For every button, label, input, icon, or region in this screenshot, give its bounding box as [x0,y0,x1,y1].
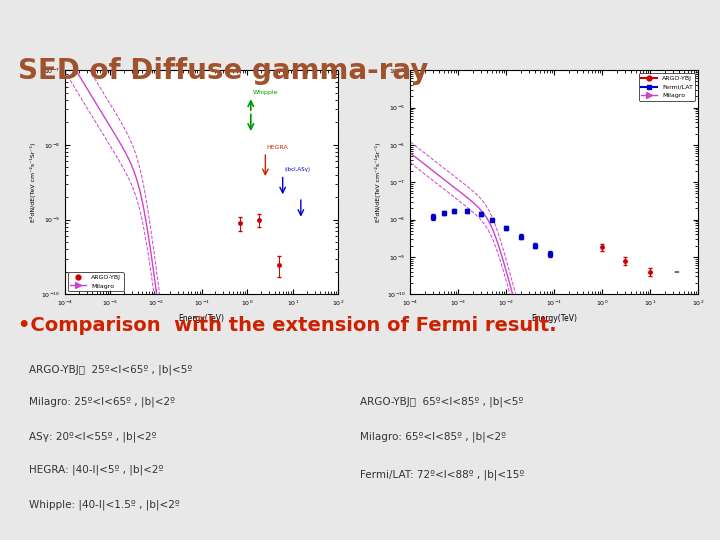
Text: Fermi/LAT: 72º<l<88º , |b|<15º: Fermi/LAT: 72º<l<88º , |b|<15º [360,470,524,480]
Legend: ARGO-YBJ, Fermi/LAT, Milagro: ARGO-YBJ, Fermi/LAT, Milagro [639,73,696,100]
Text: Whipple: Whipple [253,90,279,95]
Y-axis label: E²dN/dE(TeV cm⁻²s⁻¹Sr⁻¹): E²dN/dE(TeV cm⁻²s⁻¹Sr⁻¹) [30,143,35,222]
Text: SED of Diffuse gamma-ray: SED of Diffuse gamma-ray [18,57,428,85]
Text: HEGRA: |40-l|<5º , |b|<2º: HEGRA: |40-l|<5º , |b|<2º [29,464,163,475]
X-axis label: Energy(TeV): Energy(TeV) [531,314,577,323]
Text: Milagro: 25º<l<65º , |b|<2º: Milagro: 25º<l<65º , |b|<2º [29,397,175,407]
Text: ASγ: 20º<l<55º , |b|<2º: ASγ: 20º<l<55º , |b|<2º [29,432,156,442]
Text: HEGRA: HEGRA [267,145,289,150]
Y-axis label: E²dN/dE(TeV cm⁻²s⁻¹Sr⁻¹): E²dN/dE(TeV cm⁻²s⁻¹Sr⁻¹) [375,143,381,222]
Text: ARGO-YBJ：  65º<l<85º , |b|<5º: ARGO-YBJ： 65º<l<85º , |b|<5º [360,397,523,407]
Text: ARGO-YBJ：  25º<l<65º , |b|<5º: ARGO-YBJ： 25º<l<65º , |b|<5º [29,364,192,375]
Text: =: = [673,269,679,275]
Text: Whipple: |40-l|<1.5º , |b|<2º: Whipple: |40-l|<1.5º , |b|<2º [29,500,179,510]
Legend: ARGO-YBJ, Milagro: ARGO-YBJ, Milagro [68,272,124,291]
Text: •Comparison  with the extension of Fermi result.: •Comparison with the extension of Fermi … [18,316,557,335]
Text: Milagro: 65º<l<85º , |b|<2º: Milagro: 65º<l<85º , |b|<2º [360,432,506,442]
X-axis label: Energy(TeV): Energy(TeV) [179,314,225,323]
Text: (lbcl.ASγ): (lbcl.ASγ) [284,167,310,172]
